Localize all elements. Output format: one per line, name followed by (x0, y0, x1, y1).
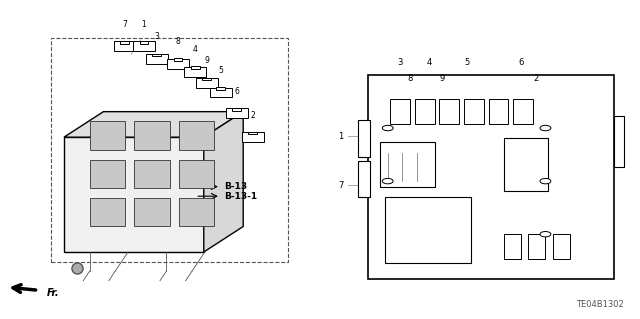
Circle shape (382, 125, 393, 131)
Bar (440, 100, 459, 124)
Bar (614, 116, 624, 167)
Bar (415, 100, 435, 124)
Bar (140, 41, 148, 44)
Bar (553, 234, 570, 259)
Text: 4: 4 (193, 45, 198, 54)
Text: TE04B1302: TE04B1302 (576, 300, 624, 309)
Text: 8: 8 (175, 37, 180, 46)
Bar (191, 66, 200, 69)
Bar (134, 121, 170, 150)
Bar (358, 161, 371, 197)
Circle shape (540, 232, 551, 237)
Bar (202, 78, 211, 80)
Bar (489, 100, 508, 124)
Bar (134, 198, 170, 226)
Bar (232, 108, 241, 111)
Bar (114, 41, 136, 51)
Polygon shape (64, 112, 243, 137)
Bar (133, 41, 155, 51)
Bar (146, 54, 168, 64)
Bar (152, 54, 161, 56)
Bar (385, 197, 472, 263)
Bar (504, 138, 548, 191)
Polygon shape (204, 112, 243, 252)
Bar (179, 160, 214, 188)
Bar (179, 198, 214, 226)
Bar (464, 100, 484, 124)
Text: 9: 9 (204, 56, 209, 65)
Text: 5: 5 (464, 58, 469, 67)
Text: 8: 8 (407, 74, 413, 83)
Text: 4: 4 (427, 58, 432, 67)
Text: 9: 9 (439, 74, 445, 83)
Bar (248, 132, 257, 135)
Circle shape (540, 125, 551, 131)
Text: 2: 2 (250, 111, 255, 120)
Bar (90, 198, 125, 226)
Bar (90, 160, 125, 188)
Text: Fr.: Fr. (47, 288, 60, 299)
Bar (179, 121, 214, 150)
Bar (226, 108, 248, 118)
Text: B-13-1: B-13-1 (224, 192, 257, 201)
Text: 7: 7 (122, 20, 127, 29)
Bar (51, 38, 288, 262)
Polygon shape (64, 137, 204, 252)
Circle shape (382, 178, 393, 184)
Bar (504, 234, 521, 259)
Text: 5: 5 (218, 66, 223, 75)
Bar (184, 67, 206, 77)
Bar (120, 41, 129, 44)
Bar (528, 234, 545, 259)
Bar (368, 75, 614, 279)
Bar (173, 58, 182, 61)
Bar (216, 87, 225, 90)
Bar (196, 78, 218, 88)
Text: B-13: B-13 (224, 182, 247, 191)
Text: 7: 7 (338, 181, 344, 190)
Circle shape (540, 178, 551, 184)
Bar (242, 132, 264, 142)
Bar (390, 100, 410, 124)
Text: 3: 3 (154, 33, 159, 41)
Bar (380, 142, 435, 187)
Bar (90, 121, 125, 150)
Text: 2: 2 (533, 74, 538, 83)
Text: 1: 1 (141, 20, 147, 29)
Text: 6: 6 (518, 58, 524, 67)
Bar (358, 120, 371, 157)
Text: 6: 6 (234, 87, 239, 96)
Bar (210, 88, 232, 97)
Bar (513, 100, 533, 124)
Text: 1: 1 (338, 132, 344, 141)
Text: 3: 3 (397, 58, 403, 67)
Bar (134, 160, 170, 188)
Bar (167, 59, 189, 69)
